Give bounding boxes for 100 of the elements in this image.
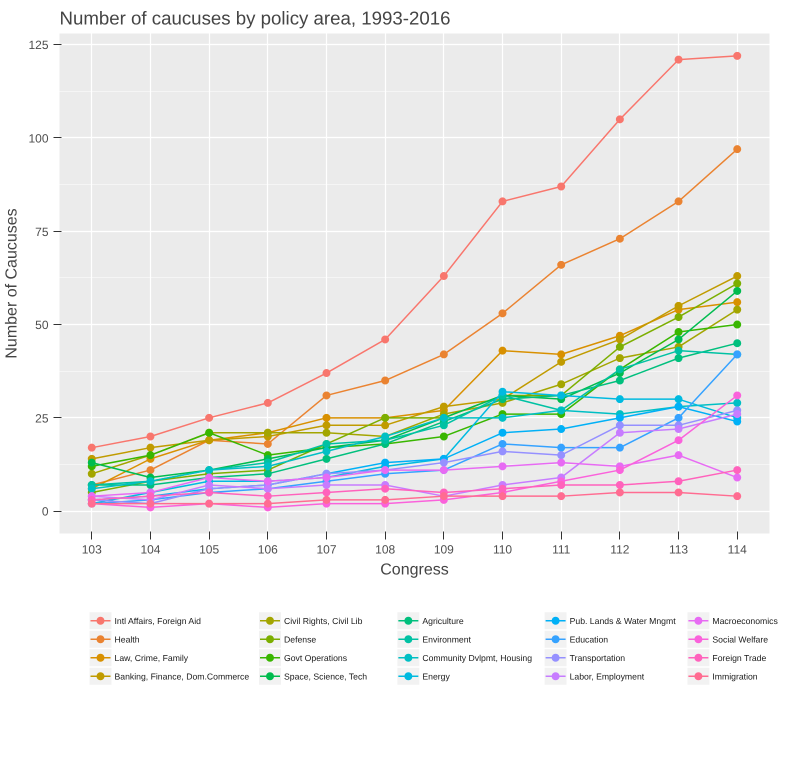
point	[264, 440, 272, 448]
point	[322, 421, 330, 430]
point	[381, 335, 390, 344]
point	[674, 313, 683, 322]
legend-label: Intl Affairs, Foreign Aid	[114, 616, 202, 626]
point	[557, 444, 566, 452]
point	[733, 286, 742, 295]
legend-label: Civil Rights, Civil Lib	[284, 616, 363, 626]
point	[674, 488, 683, 496]
point	[264, 462, 272, 470]
point	[557, 458, 566, 467]
point	[733, 52, 742, 60]
point	[440, 402, 448, 411]
point	[440, 350, 448, 358]
point	[557, 425, 566, 434]
x-tick-label: 112	[610, 542, 630, 556]
point	[616, 444, 624, 452]
y-tick-label: 125	[28, 38, 49, 52]
point	[88, 444, 96, 452]
point	[322, 391, 330, 400]
point	[674, 425, 683, 434]
point	[557, 451, 566, 460]
point	[498, 388, 507, 396]
x-tick-label: 105	[199, 542, 220, 556]
point	[616, 335, 624, 344]
point	[616, 115, 624, 124]
point	[616, 234, 624, 243]
legend-label: Community Dvlpmt, Housing	[422, 652, 532, 663]
point	[146, 432, 154, 440]
point	[733, 466, 742, 474]
legend-label: Law, Crime, Family	[114, 652, 189, 663]
legend-label: Energy	[422, 671, 450, 682]
point	[381, 484, 390, 493]
point	[205, 414, 214, 422]
point	[381, 458, 390, 467]
legend-label: Agriculture	[422, 616, 464, 626]
point	[264, 398, 272, 407]
x-tick-label: 108	[375, 542, 396, 556]
point	[498, 492, 507, 500]
point	[733, 320, 742, 329]
legend-label: Education	[570, 634, 608, 644]
point	[440, 432, 448, 440]
point	[733, 339, 742, 348]
point	[674, 56, 683, 64]
point	[733, 418, 742, 426]
point	[322, 481, 330, 489]
point	[498, 440, 507, 448]
chart-title: Number of caucuses by policy area, 1993-2016	[60, 8, 450, 28]
point	[381, 496, 390, 504]
point	[616, 395, 624, 404]
y-tick-label: 50	[35, 318, 49, 332]
y-tick-label: 100	[28, 131, 49, 146]
point	[733, 474, 742, 482]
point	[616, 376, 624, 385]
x-tick-label: 114	[728, 542, 748, 556]
point	[674, 328, 683, 336]
point	[674, 395, 683, 404]
point	[264, 470, 272, 478]
point	[264, 500, 272, 508]
point	[557, 182, 566, 190]
x-tick-label: 104	[140, 542, 161, 556]
point	[88, 470, 96, 478]
x-tick-label: 113	[668, 542, 688, 556]
point	[674, 197, 683, 206]
x-tick-label: 106	[258, 542, 278, 556]
legend-label: Foreign Trade	[712, 652, 766, 663]
legend-label: Banking, Finance, Dom.Commerce	[114, 671, 250, 682]
x-tick-label: 111	[552, 542, 571, 556]
legend-label: Immigration	[712, 671, 758, 682]
point	[733, 398, 742, 407]
point	[498, 309, 507, 318]
legend-label: Pub. Lands & Water Mngmt	[570, 616, 676, 626]
point	[498, 197, 507, 206]
point	[381, 376, 390, 385]
legend-label: Defense	[284, 634, 316, 644]
point	[674, 335, 683, 344]
legend-label: Govt Operations	[284, 652, 348, 663]
point	[498, 484, 507, 493]
point	[146, 466, 154, 474]
x-axis-title: Congress	[380, 562, 449, 578]
point	[733, 306, 742, 314]
point	[674, 414, 683, 422]
point	[557, 358, 566, 366]
point	[322, 488, 330, 496]
point	[616, 421, 624, 430]
point	[674, 451, 683, 460]
point	[322, 428, 330, 437]
point	[557, 260, 566, 269]
point	[498, 346, 507, 355]
point	[440, 272, 448, 280]
point	[674, 302, 683, 310]
legend-label: Macroeconomics	[712, 616, 778, 626]
point	[733, 298, 742, 306]
point	[674, 477, 683, 486]
point	[616, 354, 624, 362]
point	[498, 414, 507, 422]
point	[146, 444, 154, 452]
point	[733, 492, 742, 500]
point	[616, 488, 624, 496]
point	[322, 496, 330, 504]
